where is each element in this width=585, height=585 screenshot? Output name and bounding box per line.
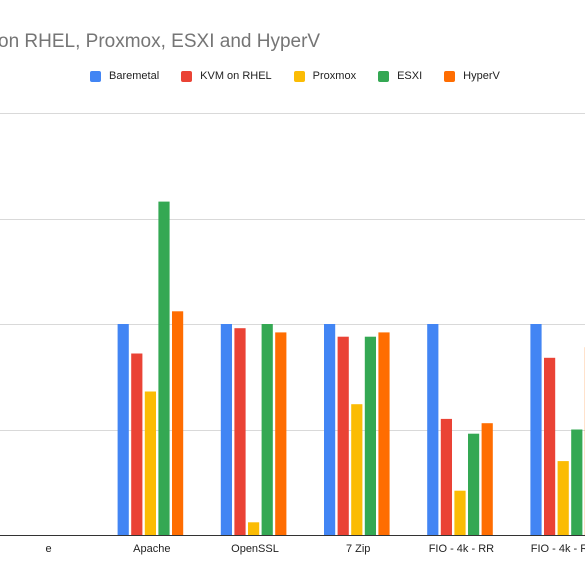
legend-label: KVM on RHEL <box>200 70 272 82</box>
legend-swatch <box>90 70 101 82</box>
bar <box>324 324 336 535</box>
x-tick-label: FIO - 4k - RR <box>429 543 494 555</box>
bar <box>364 336 376 535</box>
bar <box>571 429 583 535</box>
legend-label: Baremetal <box>109 70 160 82</box>
bar <box>468 433 480 535</box>
legend-item: ESXI <box>378 70 422 82</box>
bar <box>172 311 184 535</box>
legend-item: Proxmox <box>293 70 357 82</box>
x-tick-label: OpenSSL <box>231 543 279 555</box>
legend-swatch <box>378 70 390 82</box>
legend-swatch <box>293 70 305 82</box>
bar <box>131 353 143 535</box>
legend-swatch <box>444 70 456 82</box>
legend-label: Proxmox <box>312 70 357 82</box>
bar <box>144 391 156 535</box>
bar <box>158 201 170 535</box>
legend-item: KVM on RHEL <box>181 70 272 82</box>
bar <box>427 324 439 535</box>
legend: Baremetal KVM on RHEL Proxmox ESXI HyperV <box>90 70 522 82</box>
bar <box>234 328 246 535</box>
chart-title: on RHEL, Proxmox, ESXI and HyperV <box>0 31 321 52</box>
legend-item: HyperV <box>444 70 500 82</box>
bar <box>454 490 466 535</box>
bar <box>440 418 452 535</box>
x-tick-label: e <box>46 543 52 555</box>
bar <box>351 404 363 535</box>
bar <box>275 332 287 535</box>
legend-swatch <box>181 70 193 82</box>
legend-item: Baremetal <box>90 70 159 82</box>
bar <box>378 332 390 535</box>
x-tick-label: 7 Zip <box>346 543 370 555</box>
bar <box>261 324 273 535</box>
legend-label: ESXI <box>397 70 423 82</box>
bar <box>337 336 349 535</box>
bar <box>117 324 129 535</box>
x-tick-label: FIO - 4k - RW <box>531 543 585 555</box>
bar <box>530 324 542 535</box>
bar <box>248 522 260 535</box>
x-tick-label: Apache <box>133 543 170 555</box>
bar <box>481 423 493 535</box>
bar <box>220 324 232 535</box>
bar <box>544 357 556 535</box>
bar <box>557 461 569 535</box>
legend-label: HyperV <box>463 70 500 82</box>
